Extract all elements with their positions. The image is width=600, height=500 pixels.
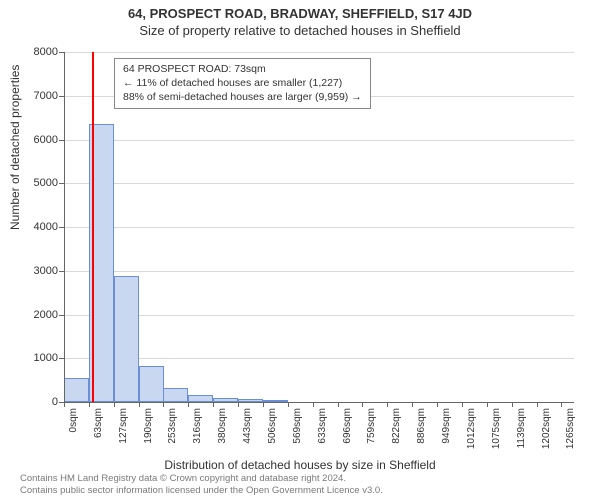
- xtick-mark: [213, 402, 214, 407]
- xtick-mark: [188, 402, 189, 407]
- gridline: [64, 315, 574, 316]
- x-axis-line: [64, 402, 574, 403]
- ytick-label: 7000: [0, 90, 58, 102]
- gridline: [64, 140, 574, 141]
- xtick-mark: [139, 402, 140, 407]
- ytick-label: 8000: [0, 46, 58, 58]
- xtick-label: 63sqm: [93, 408, 104, 458]
- xtick-mark: [412, 402, 413, 407]
- xtick-mark: [462, 402, 463, 407]
- xtick-label: 443sqm: [242, 408, 253, 458]
- xtick-mark: [512, 402, 513, 407]
- page-title: 64, PROSPECT ROAD, BRADWAY, SHEFFIELD, S…: [0, 0, 600, 21]
- footer-line-1: Contains HM Land Registry data © Crown c…: [20, 473, 383, 485]
- x-axis-label: Distribution of detached houses by size …: [0, 458, 600, 472]
- xtick-label: 886sqm: [416, 408, 427, 458]
- gridline: [64, 227, 574, 228]
- xtick-label: 190sqm: [143, 408, 154, 458]
- xtick-label: 696sqm: [342, 408, 353, 458]
- xtick-mark: [64, 402, 65, 407]
- xtick-label: 949sqm: [441, 408, 452, 458]
- xtick-mark: [89, 402, 90, 407]
- xtick-mark: [487, 402, 488, 407]
- xtick-mark: [288, 402, 289, 407]
- xtick-label: 569sqm: [292, 408, 303, 458]
- xtick-mark: [437, 402, 438, 407]
- plot-region: 0100020003000400050006000700080000sqm63s…: [64, 52, 574, 402]
- histogram-bar: [64, 378, 89, 403]
- page-subtitle: Size of property relative to detached ho…: [0, 21, 600, 38]
- xtick-mark: [338, 402, 339, 407]
- xtick-label: 1012sqm: [466, 408, 477, 458]
- xtick-label: 0sqm: [68, 408, 79, 458]
- annotation-line-2: ← 11% of detached houses are smaller (1,…: [123, 76, 362, 90]
- xtick-label: 253sqm: [167, 408, 178, 458]
- ytick-label: 6000: [0, 134, 58, 146]
- chart-area: 0100020003000400050006000700080000sqm63s…: [64, 52, 574, 402]
- ytick-label: 3000: [0, 265, 58, 277]
- xtick-label: 380sqm: [217, 408, 228, 458]
- xtick-mark: [387, 402, 388, 407]
- ytick-label: 1000: [0, 352, 58, 364]
- xtick-label: 1265sqm: [565, 408, 576, 458]
- xtick-mark: [362, 402, 363, 407]
- xtick-mark: [561, 402, 562, 407]
- histogram-bar: [139, 366, 164, 402]
- annotation-line-3: 88% of semi-detached houses are larger (…: [123, 90, 362, 104]
- xtick-mark: [537, 402, 538, 407]
- gridline: [64, 52, 574, 53]
- footer-line-2: Contains public sector information licen…: [20, 485, 383, 497]
- xtick-mark: [313, 402, 314, 407]
- gridline: [64, 183, 574, 184]
- y-axis-line: [64, 52, 65, 402]
- ytick-label: 4000: [0, 221, 58, 233]
- annotation-line-1: 64 PROSPECT ROAD: 73sqm: [123, 62, 362, 76]
- xtick-mark: [114, 402, 115, 407]
- histogram-bar: [188, 395, 213, 402]
- annotation-box: 64 PROSPECT ROAD: 73sqm← 11% of detached…: [114, 58, 371, 109]
- xtick-label: 633sqm: [317, 408, 328, 458]
- xtick-mark: [163, 402, 164, 407]
- xtick-label: 759sqm: [366, 408, 377, 458]
- xtick-label: 127sqm: [118, 408, 129, 458]
- footer-attribution: Contains HM Land Registry data © Crown c…: [20, 473, 383, 497]
- xtick-label: 316sqm: [192, 408, 203, 458]
- ytick-label: 5000: [0, 177, 58, 189]
- gridline: [64, 271, 574, 272]
- xtick-label: 506sqm: [267, 408, 278, 458]
- xtick-label: 822sqm: [391, 408, 402, 458]
- xtick-label: 1075sqm: [491, 408, 502, 458]
- histogram-bar: [163, 388, 188, 402]
- property-marker-line: [92, 52, 94, 402]
- gridline: [64, 358, 574, 359]
- ytick-label: 2000: [0, 309, 58, 321]
- ytick-label: 0: [0, 396, 58, 408]
- xtick-mark: [238, 402, 239, 407]
- xtick-mark: [263, 402, 264, 407]
- xtick-label: 1139sqm: [516, 408, 527, 458]
- histogram-bar: [114, 276, 139, 402]
- xtick-label: 1202sqm: [541, 408, 552, 458]
